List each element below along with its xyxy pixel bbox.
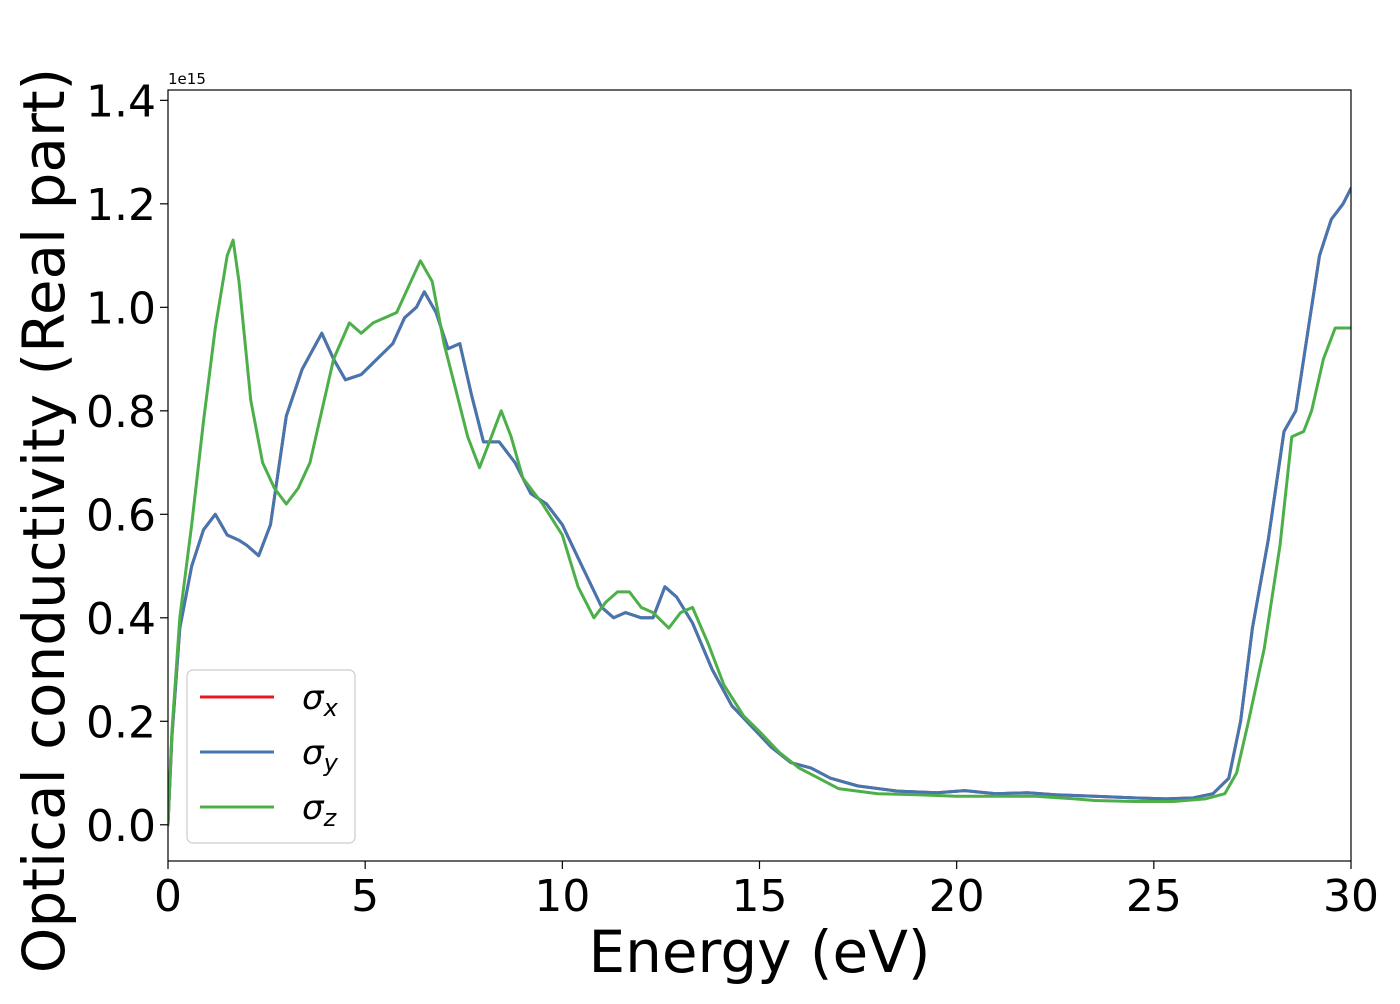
x-tick-label: 5 bbox=[351, 871, 379, 922]
y-axis-title: Optical conductivity (Real part) bbox=[10, 68, 78, 973]
y-tick-label: 1.0 bbox=[86, 283, 156, 334]
y-tick-label: 0.8 bbox=[86, 387, 156, 438]
x-tick-label: 15 bbox=[732, 871, 788, 922]
legend-subscript-y: y bbox=[323, 749, 339, 777]
legend-subscript-x: x bbox=[323, 694, 339, 722]
y-tick-label: 0.4 bbox=[86, 594, 156, 645]
plot-area: 0 5 10 15 20 25 30 0.0 0.2 0.4 0.6 0.8 1.0 1.2 1.4 σxσy… bbox=[86, 76, 1379, 922]
x-tick-label: 30 bbox=[1323, 871, 1379, 922]
x-tick-label: 20 bbox=[929, 871, 985, 922]
x-tick-label: 10 bbox=[534, 871, 590, 922]
y-tick-label: 0.2 bbox=[86, 697, 156, 748]
y-tick-label: 1.2 bbox=[86, 180, 156, 231]
series-lines bbox=[168, 186, 1351, 827]
x-axis-title: Energy (eV) bbox=[588, 918, 930, 986]
series-line-z bbox=[168, 238, 1351, 827]
x-tick-label: 0 bbox=[154, 871, 182, 922]
x-tick-label: 25 bbox=[1126, 871, 1182, 922]
y-tick-label: 1.4 bbox=[86, 76, 156, 127]
legend-box bbox=[186, 669, 356, 844]
y-offset-label: 1e15 bbox=[168, 70, 206, 88]
series-line-y bbox=[168, 186, 1351, 827]
y-tick-label: 0.6 bbox=[86, 490, 156, 541]
y-tick-label: 0.0 bbox=[86, 801, 156, 852]
legend-subscript-z: z bbox=[323, 804, 338, 832]
